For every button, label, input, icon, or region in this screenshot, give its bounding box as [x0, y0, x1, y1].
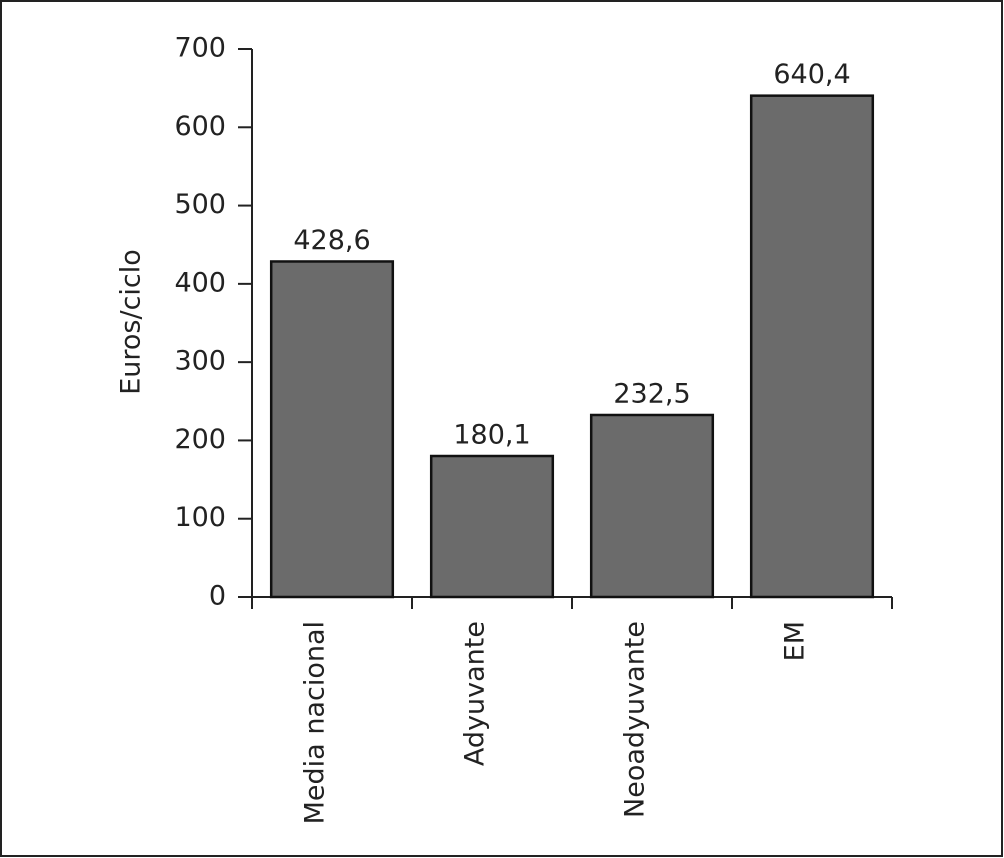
value-label: 640,4: [773, 59, 850, 90]
y-tick-label: 700: [174, 33, 226, 64]
bar: [269, 260, 395, 599]
bar: [749, 94, 875, 599]
y-tick-label: 400: [174, 267, 226, 298]
bar: [589, 413, 715, 599]
value-label: 428,6: [293, 225, 370, 256]
y-axis-label: Euros/ciclo: [116, 249, 147, 395]
y-tick-label: 300: [174, 346, 226, 377]
y-tick-label: 0: [209, 581, 226, 612]
value-label: 232,5: [613, 378, 690, 409]
value-label: 180,1: [453, 420, 530, 451]
y-tick-label: 100: [174, 502, 226, 533]
x-tick-label: Media nacional: [300, 621, 331, 824]
x-tick-label: Adyuvante: [460, 621, 491, 766]
x-tick-label: EM: [780, 621, 811, 661]
y-tick-label: 200: [174, 424, 226, 455]
y-tick-label: 500: [174, 189, 226, 220]
x-tick-label: Neoadyuvante: [620, 621, 651, 818]
y-tick-label: 600: [174, 111, 226, 142]
bar: [429, 454, 555, 599]
